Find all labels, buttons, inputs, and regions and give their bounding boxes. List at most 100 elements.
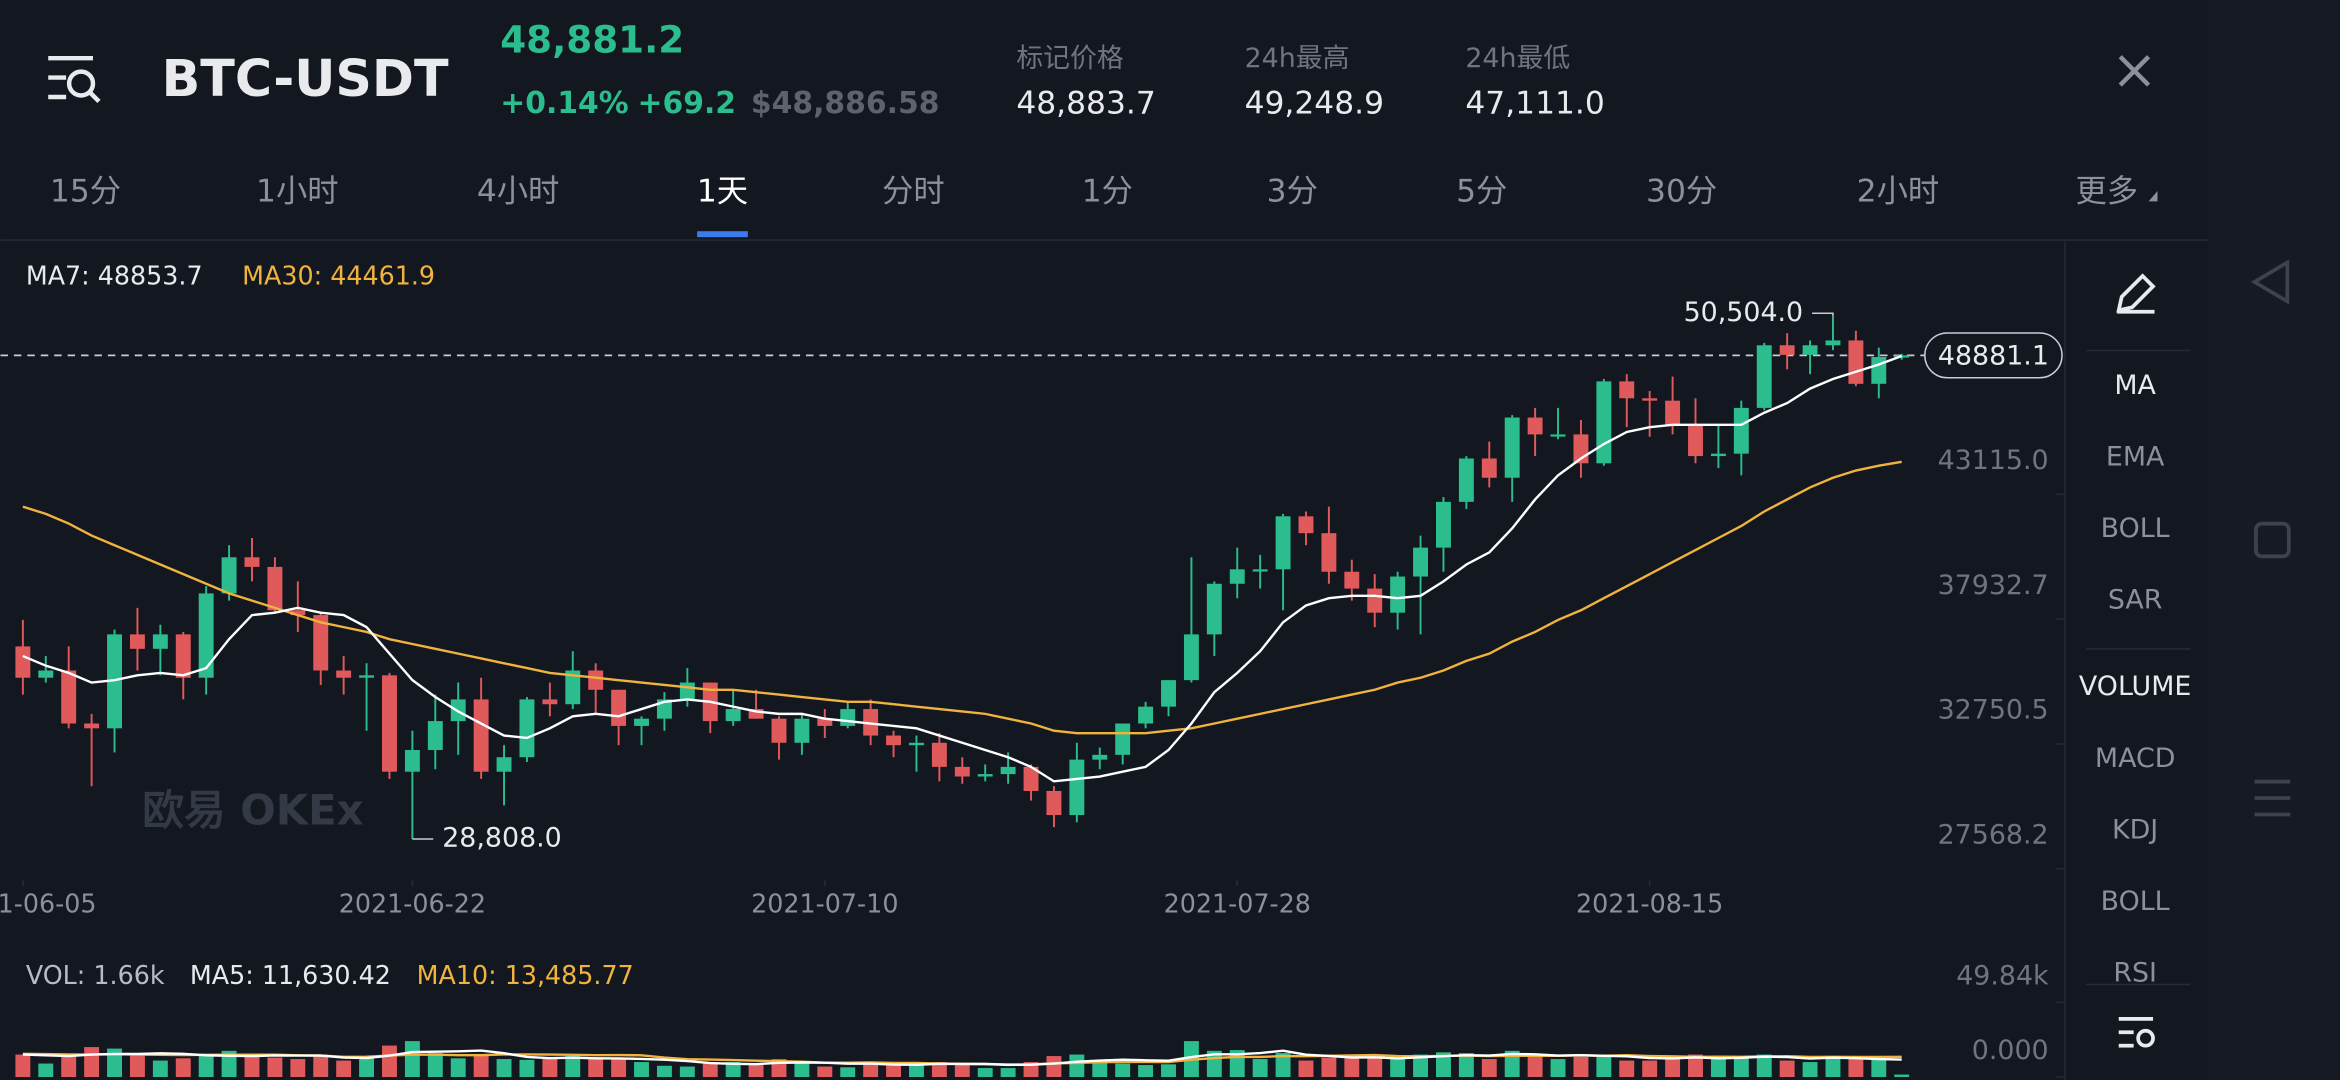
volume-bar — [1413, 1054, 1429, 1078]
close-button[interactable] — [2118, 55, 2151, 87]
candle-body — [1138, 706, 1154, 724]
volume-bar — [1275, 1053, 1291, 1078]
tab[interactable]: 2小时 — [1857, 173, 1940, 209]
indicator-option[interactable]: EMA — [2106, 441, 2165, 472]
candle-body — [565, 670, 581, 705]
volume-bar — [1344, 1058, 1360, 1078]
candle-body — [336, 670, 352, 678]
volume-bar — [794, 1062, 810, 1078]
y-tick-label: 0.000 — [1972, 1035, 2049, 1066]
stat-label: 24h最低 — [1465, 43, 1570, 74]
settings-icon[interactable] — [2118, 1016, 2155, 1048]
tab[interactable]: 3分 — [1267, 173, 1318, 209]
indicator-option[interactable]: SAR — [2108, 585, 2163, 616]
candle-body — [725, 709, 741, 722]
y-tick-label: 37932.7 — [1938, 570, 2049, 601]
symbol[interactable]: BTC-USDT — [162, 49, 449, 108]
volume-bar — [565, 1056, 581, 1078]
candle-body — [1092, 754, 1108, 760]
tab[interactable]: 30分 — [1646, 173, 1717, 209]
tab-active[interactable]: 1天 — [697, 173, 748, 209]
volume-bar — [84, 1047, 100, 1078]
indicator-option[interactable]: VOLUME — [2079, 671, 2191, 702]
watermark: 欧易 OKEx — [142, 785, 363, 834]
indicator-option[interactable]: KDJ — [2112, 814, 2158, 845]
volume-bar — [1894, 1074, 1910, 1078]
plot: 43115.0 37932.7 32750.5 27568.2 2021-06-05 20… — [0, 297, 2064, 1078]
y-tick-label: 32750.5 — [1938, 695, 2049, 726]
stat-value: 48,883.7 — [1016, 85, 1155, 121]
draw-tool[interactable] — [2116, 273, 2156, 314]
candle-body — [1550, 434, 1566, 437]
tab[interactable]: 分时 — [882, 173, 945, 209]
indicator-option[interactable]: RSI — [2113, 958, 2157, 989]
annotation-label: 28,808.0 — [442, 822, 562, 853]
nav-bar — [2208, 0, 2340, 1080]
legend-vol-ma5: MA5: 11,630.42 — [190, 960, 391, 990]
volume-bar — [152, 1060, 168, 1078]
candle-body — [1115, 723, 1131, 755]
volume-bar — [977, 1068, 993, 1078]
candle-body — [748, 709, 764, 719]
candle-body — [1458, 458, 1474, 502]
change-percent: +0.14% — [500, 86, 628, 121]
candle-body — [267, 566, 283, 611]
indicator-option[interactable]: MA — [2114, 370, 2156, 401]
x-tick-label: 2021-07-28 — [1164, 888, 1311, 918]
nav-recent[interactable] — [2254, 779, 2291, 817]
stat-value: 47,111.0 — [1465, 85, 1604, 121]
volume-bar — [725, 1062, 741, 1078]
indicator-option[interactable]: MACD — [2095, 743, 2175, 774]
volume-bar — [1161, 1064, 1176, 1078]
tab[interactable]: 5分 — [1456, 173, 1507, 209]
stat-value: 49,248.9 — [1245, 85, 1384, 121]
volume-bar — [1871, 1059, 1887, 1078]
legend-vol-ma10: MA10: 13,485.77 — [417, 960, 634, 990]
nav-home[interactable] — [2254, 521, 2291, 559]
indicator-option[interactable]: BOLL — [2101, 886, 2170, 917]
volume-bar — [1367, 1056, 1383, 1078]
candle-body — [1183, 634, 1199, 681]
volume-bar — [634, 1062, 649, 1078]
candle-body — [1023, 766, 1039, 791]
candle-body — [771, 718, 787, 743]
tab[interactable]: 1分 — [1082, 173, 1133, 209]
candle-body — [1413, 547, 1429, 577]
volume-bar — [1138, 1065, 1154, 1078]
x-tick-label: 2021-06-05 — [0, 888, 97, 918]
volume-bar — [656, 1065, 672, 1078]
volume-bar — [1298, 1060, 1314, 1078]
candle-body — [1825, 340, 1841, 346]
volume-bar — [1573, 1056, 1589, 1078]
annotation-label: 50,504.0 — [1684, 297, 1804, 328]
tab[interactable]: 1小时 — [256, 173, 339, 209]
volume-bar — [1481, 1059, 1497, 1078]
tab[interactable]: 4小时 — [477, 173, 560, 209]
volume-bar — [313, 1054, 329, 1078]
volume-bar — [1710, 1057, 1726, 1078]
volume-bar — [1733, 1058, 1749, 1078]
candle-body — [175, 634, 191, 678]
volume-bar — [61, 1056, 77, 1078]
legend-ma30: MA30: 44461.9 — [242, 260, 435, 290]
tab[interactable]: 15分 — [50, 173, 121, 209]
y-tick-label: 49.84k — [1956, 961, 2049, 992]
volume-bar — [1436, 1052, 1451, 1078]
legend-vol: VOL: 1.66k — [26, 960, 165, 990]
volume-bar — [1550, 1059, 1566, 1078]
indicator-option[interactable]: BOLL — [2101, 513, 2170, 544]
nav-back[interactable] — [2250, 259, 2290, 305]
tab-more[interactable]: 更多 — [2075, 173, 2138, 209]
candle-body — [427, 721, 443, 751]
candle-body — [1321, 533, 1337, 572]
volume-bar — [611, 1058, 627, 1078]
volume-bar — [1115, 1063, 1131, 1078]
menu-icon[interactable] — [48, 55, 101, 104]
y-tick-label: 27568.2 — [1938, 820, 2049, 851]
volume-bar — [817, 1066, 833, 1078]
candle-body — [290, 610, 306, 616]
volume-bar — [1092, 1062, 1108, 1078]
candle-body — [1871, 357, 1887, 384]
volume-bar — [15, 1054, 31, 1078]
